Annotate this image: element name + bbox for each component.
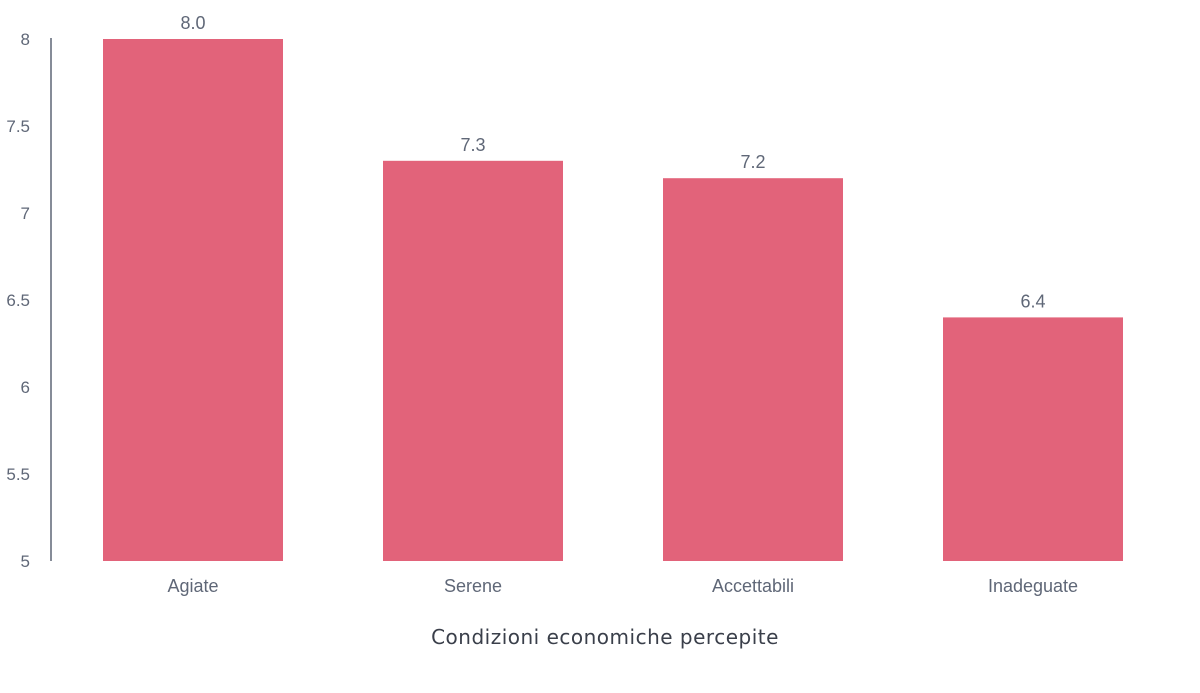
bar-value-label: 8.0 (180, 13, 205, 33)
bar-value-label: 7.2 (740, 152, 765, 172)
y-tick-label: 7 (21, 204, 30, 223)
bar (103, 39, 283, 561)
category-labels: Agiate Serene Accettabili Inadeguate (167, 576, 1078, 596)
y-tick-label: 8 (21, 30, 30, 49)
y-tick-label: 5.5 (6, 465, 30, 484)
x-category-label: Inadeguate (988, 576, 1078, 596)
bar (663, 178, 843, 561)
y-tick-label: 5 (21, 552, 30, 571)
y-tick-label: 7.5 (6, 117, 30, 136)
bars-group (103, 39, 1123, 562)
y-axis-ticks: 5 5.5 6 6.5 7 7.5 8 (6, 30, 30, 571)
y-tick-label: 6.5 (6, 291, 30, 310)
x-category-label: Agiate (167, 576, 218, 596)
x-category-label: Accettabili (712, 576, 794, 596)
bar-value-label: 6.4 (1020, 291, 1045, 311)
value-labels: 8.0 7.3 7.2 6.4 (180, 13, 1045, 311)
bar-value-label: 7.3 (460, 135, 485, 155)
x-category-label: Serene (444, 576, 502, 596)
x-axis-title: Condizioni economiche percepite (431, 625, 779, 649)
bar (383, 160, 563, 562)
bar (943, 317, 1123, 561)
y-tick-label: 6 (21, 378, 30, 397)
